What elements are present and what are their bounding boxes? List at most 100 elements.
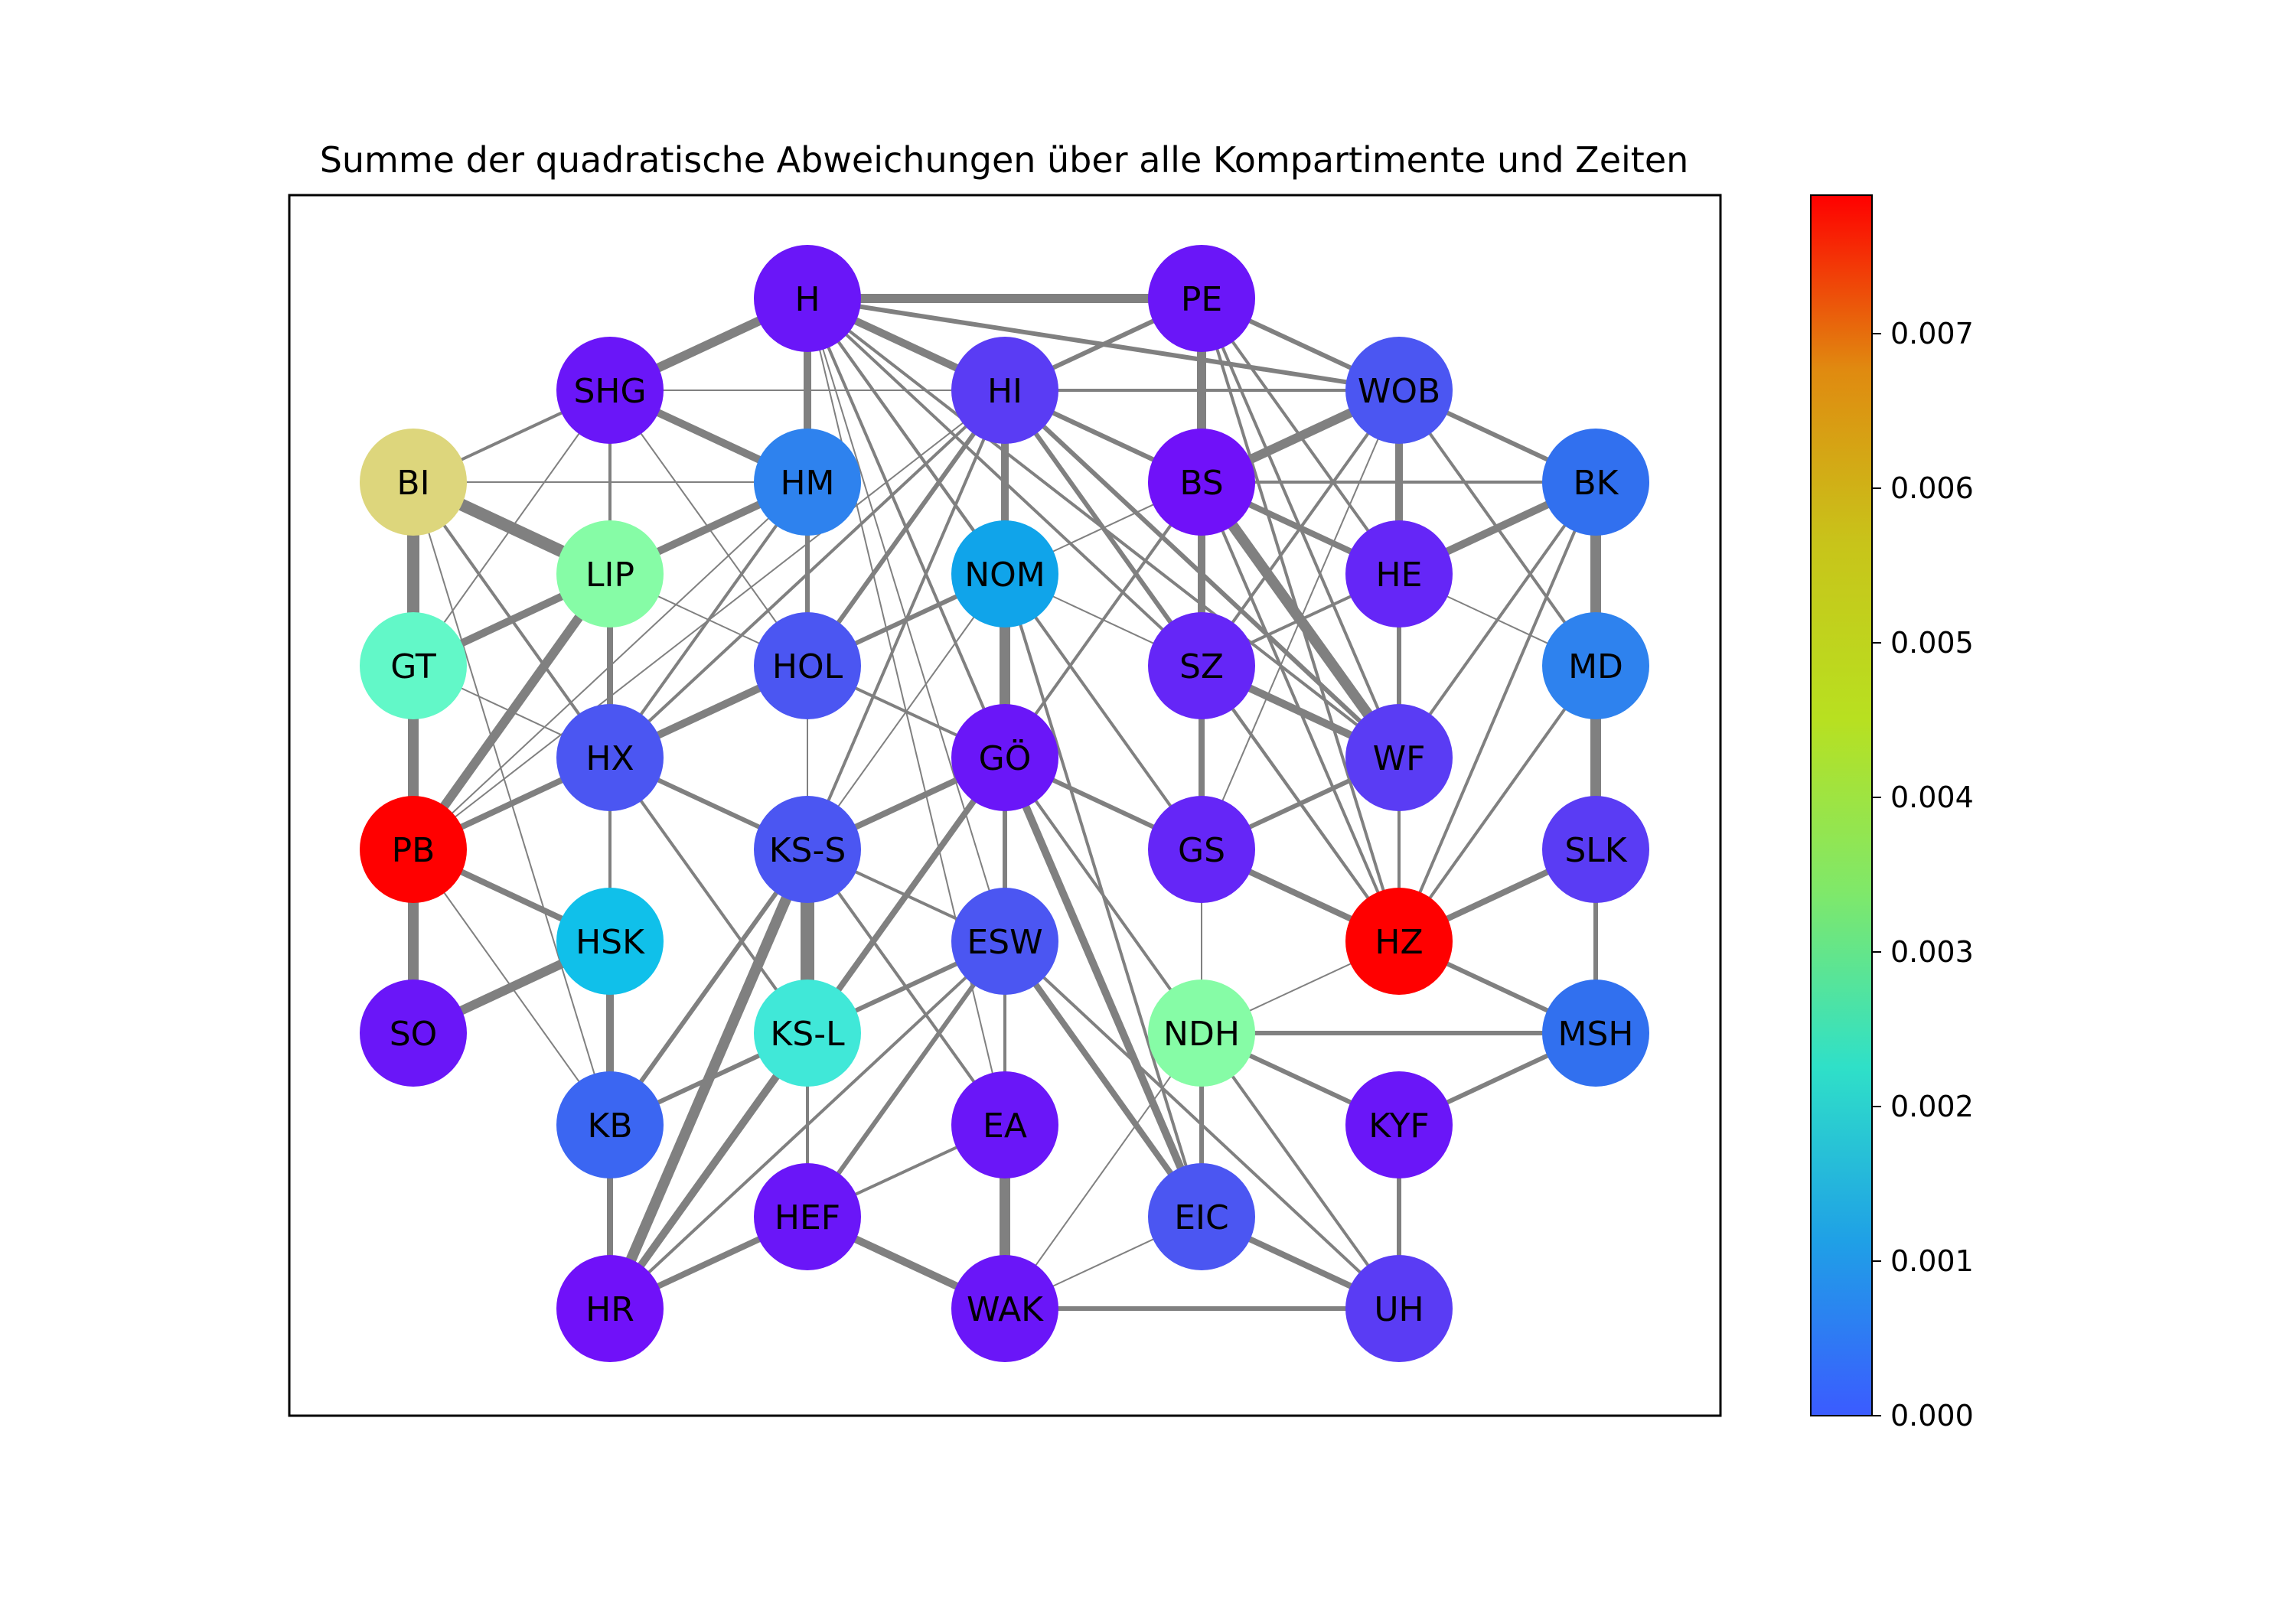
- node-KS-S: KS-S: [754, 796, 861, 903]
- node-label-H: H: [794, 280, 820, 319]
- node-label-SZ: SZ: [1179, 647, 1224, 686]
- node-label-WAK: WAK: [967, 1290, 1044, 1329]
- node-PB: PB: [360, 796, 467, 903]
- node-label-HE: HE: [1376, 556, 1423, 595]
- node-label-PE: PE: [1181, 280, 1222, 319]
- node-label-KS-S: KS-S: [769, 831, 846, 870]
- node-WF: WF: [1345, 704, 1453, 811]
- node-label-WF: WF: [1373, 739, 1426, 778]
- node-label-EA: EA: [983, 1107, 1027, 1146]
- node-circle-SHG: [556, 337, 664, 444]
- node-circle-SZ: [1148, 612, 1255, 719]
- node-circle-EA: [951, 1071, 1058, 1178]
- node-HX: HX: [556, 704, 664, 811]
- node-PE: PE: [1148, 245, 1255, 352]
- node-GT: GT: [360, 612, 467, 719]
- node-circle-PE: [1148, 245, 1255, 352]
- edge-ESW-EIC: [1002, 939, 1205, 1219]
- node-NDH: NDH: [1148, 980, 1255, 1087]
- node-circle-EIC: [1148, 1163, 1255, 1270]
- node-KS-L: KS-L: [754, 980, 861, 1087]
- node-label-UH: UH: [1374, 1290, 1424, 1329]
- node-circle-HEF: [754, 1163, 861, 1270]
- node-label-PB: PB: [392, 831, 435, 870]
- node-circle-NDH: [1148, 980, 1255, 1087]
- node-circle-UH: [1345, 1255, 1453, 1362]
- node-HEF: HEF: [754, 1163, 861, 1270]
- node-MD: MD: [1542, 612, 1649, 719]
- node-circle-HI: [951, 337, 1058, 444]
- node-label-GS: GS: [1178, 831, 1225, 870]
- colorbar-tick-label: 0.003: [1890, 935, 1974, 969]
- node-circle-WAK: [951, 1255, 1058, 1362]
- node-HOL: HOL: [754, 612, 861, 719]
- node-BK: BK: [1542, 429, 1649, 536]
- node-HI: HI: [951, 337, 1058, 444]
- edge-HI-HOL: [805, 389, 1007, 667]
- edge-KS-S-KB: [608, 848, 810, 1126]
- node-circle-MD: [1542, 612, 1649, 719]
- node-circle-MSH: [1542, 980, 1649, 1087]
- node-circle-WF: [1345, 704, 1453, 811]
- figure-title: Summe der quadratische Abweichungen über…: [320, 139, 1689, 181]
- node-circle-BS: [1148, 429, 1255, 536]
- node-EIC: EIC: [1148, 1163, 1255, 1270]
- node-label-NOM: NOM: [964, 556, 1045, 595]
- node-label-SLK: SLK: [1564, 831, 1627, 870]
- node-circle-SLK: [1542, 796, 1649, 903]
- edge-NDH-UH: [1200, 1032, 1401, 1310]
- node-label-HSK: HSK: [576, 923, 645, 962]
- node-label-BI: BI: [396, 464, 429, 503]
- node-HE: HE: [1345, 520, 1453, 627]
- node-label-MD: MD: [1568, 647, 1623, 686]
- node-GÖ: GÖ: [951, 704, 1058, 811]
- node-KYF: KYF: [1345, 1071, 1453, 1178]
- node-circle-PB: [360, 796, 467, 903]
- node-GS: GS: [1148, 796, 1255, 903]
- node-circle-HR: [556, 1255, 664, 1362]
- node-label-KB: KB: [587, 1107, 632, 1146]
- colorbar-ticks: 0.000 0.001 0.002 0.003 0.004 0.005 0.006 0.007: [1872, 317, 1974, 1433]
- node-circle-KS-L: [754, 980, 861, 1087]
- colorbar-tick-label: 0.007: [1890, 317, 1974, 350]
- node-circle-GT: [360, 612, 467, 719]
- node-label-BK: BK: [1573, 464, 1619, 503]
- node-circle-HE: [1345, 520, 1453, 627]
- node-WOB: WOB: [1345, 337, 1453, 444]
- node-circle-NOM: [951, 520, 1058, 627]
- node-label-MSH: MSH: [1558, 1015, 1634, 1054]
- node-circle-HX: [556, 704, 664, 811]
- node-label-KS-L: KS-L: [770, 1015, 845, 1054]
- node-circle-BI: [360, 429, 467, 536]
- node-NOM: NOM: [951, 520, 1058, 627]
- node-circle-HSK: [556, 888, 664, 995]
- node-label-EIC: EIC: [1174, 1198, 1229, 1237]
- node-circle-GÖ: [951, 704, 1058, 811]
- node-circle-KYF: [1345, 1071, 1453, 1178]
- colorbar-tick-label: 0.001: [1890, 1244, 1974, 1278]
- edge-NDH-WAK: [1004, 1032, 1202, 1309]
- node-label-GÖ: GÖ: [979, 738, 1032, 778]
- node-SLK: SLK: [1542, 796, 1649, 903]
- edge-GÖ-EIC: [1001, 756, 1205, 1218]
- node-label-HEF: HEF: [775, 1198, 840, 1237]
- node-BS: BS: [1148, 429, 1255, 536]
- node-label-GT: GT: [390, 647, 436, 686]
- node-circle-HOL: [754, 612, 861, 719]
- node-label-SHG: SHG: [573, 372, 646, 411]
- node-circle-KS-S: [754, 796, 861, 903]
- node-circle-H: [754, 245, 861, 352]
- node-label-BS: BS: [1179, 464, 1223, 503]
- nodes-layer: H PE SHG HI WOB BI HM BS BK LIP NOM HE GT HOL SZ MD HX GÖ…: [360, 245, 1649, 1362]
- node-HSK: HSK: [556, 888, 664, 995]
- node-circle-HM: [754, 429, 861, 536]
- node-LIP: LIP: [556, 520, 664, 627]
- node-label-NDH: NDH: [1163, 1015, 1240, 1054]
- colorbar: 0.000 0.001 0.002 0.003 0.004 0.005 0.006 0.007: [1810, 194, 1974, 1433]
- colorbar-tick-label: 0.005: [1890, 626, 1974, 660]
- node-label-HZ: HZ: [1375, 923, 1423, 962]
- node-circle-WOB: [1345, 337, 1453, 444]
- colorbar-tick-label: 0.002: [1890, 1090, 1974, 1123]
- node-H: H: [754, 245, 861, 352]
